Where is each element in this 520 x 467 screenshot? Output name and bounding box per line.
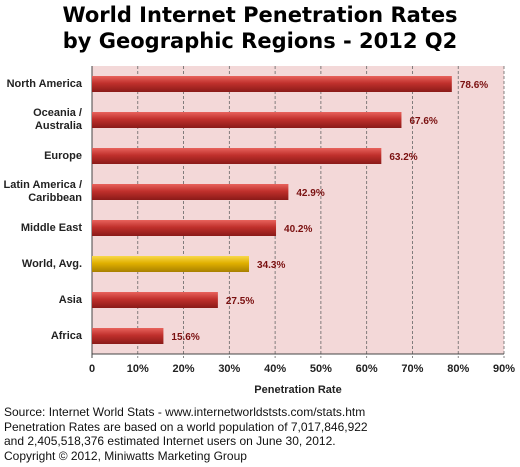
x-tick-label: 90% (493, 363, 515, 375)
x-tick-label: 80% (447, 363, 469, 375)
bar-oceania-australia (92, 112, 402, 128)
x-tick-label: 40% (264, 363, 286, 375)
bar-world-avg (92, 256, 250, 272)
category-label: World, Avg. (21, 257, 82, 270)
category-label: Europe (44, 149, 82, 162)
gridlines (91, 66, 505, 358)
category-label: North America (6, 77, 82, 90)
bar-europe (92, 148, 382, 164)
data-label: 15.6% (171, 332, 199, 343)
chart-title-line-1: World Internet Penetration Rates (62, 3, 458, 27)
x-tick-label: 20% (173, 363, 195, 375)
x-tick-label: 60% (356, 363, 378, 375)
bar-latin-america-caribbean (92, 184, 289, 200)
bars (92, 76, 452, 344)
x-axis-ticks: 0 10% 20% 30% 40% 50% 60% 70% 80% 90% (89, 363, 515, 375)
x-tick-label: 0 (89, 363, 95, 375)
bar-africa (92, 328, 164, 344)
data-label: 42.9% (296, 188, 324, 199)
category-label: Asia (58, 293, 82, 306)
category-label: Oceania / Australia (33, 107, 82, 132)
data-labels: 78.6% 67.6% 63.2% 42.9% 40.2% 34.3% 27.5% 15.6% (171, 80, 488, 343)
data-label: 27.5% (226, 296, 254, 307)
data-label: 63.2% (389, 152, 417, 163)
x-tick-label: 10% (127, 363, 149, 375)
category-label: Africa (50, 329, 82, 342)
chart-title-line-2: by Geographic Regions - 2012 Q2 (62, 29, 458, 53)
data-label: 34.3% (257, 260, 285, 271)
data-label: 40.2% (284, 224, 312, 235)
bar-middle-east (92, 220, 277, 236)
source-note: Source: Internet World Stats - www.inter… (4, 405, 368, 463)
category-label: Latin America / Caribbean (3, 179, 82, 204)
plot-area (92, 66, 504, 354)
x-tick-label: 30% (218, 363, 240, 375)
x-axis-label: Penetration Rate (254, 384, 341, 396)
data-label: 78.6% (460, 80, 488, 91)
category-label: Middle East (20, 221, 82, 234)
bar-asia (92, 292, 218, 308)
data-label: 67.6% (409, 116, 437, 127)
x-tick-label: 70% (401, 363, 423, 375)
x-tick-label: 50% (310, 363, 332, 375)
bar-north-america (92, 76, 452, 92)
